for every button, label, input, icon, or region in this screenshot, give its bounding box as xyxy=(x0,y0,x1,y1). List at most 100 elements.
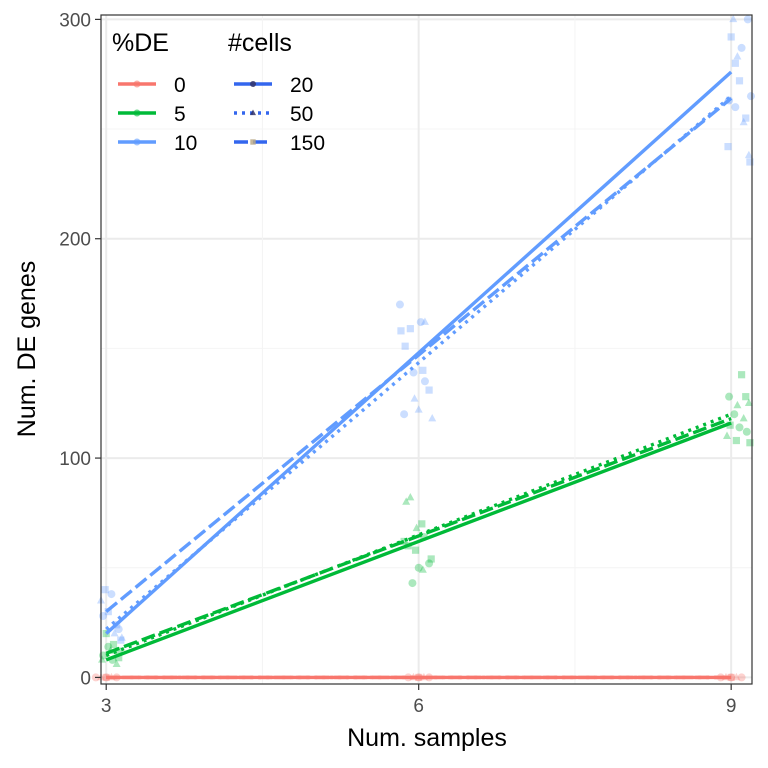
legend-cells-label: 20 xyxy=(290,74,313,97)
data-point xyxy=(737,673,746,682)
legend-de-key-point xyxy=(133,138,141,146)
legend-de-label: 10 xyxy=(174,132,197,155)
data-point xyxy=(746,158,754,166)
y-axis-title: Num. DE genes xyxy=(13,261,41,437)
y-tick-label: 100 xyxy=(59,449,91,470)
legend-de-key-point xyxy=(133,80,141,88)
data-point xyxy=(742,427,751,436)
data-point xyxy=(737,371,746,379)
fit-line xyxy=(105,421,732,662)
fit-lines xyxy=(105,70,733,680)
data-points xyxy=(91,14,755,682)
data-point xyxy=(743,15,752,24)
data-point xyxy=(418,520,426,528)
data-point xyxy=(732,436,740,445)
data-point xyxy=(114,625,123,634)
legend-cells-label: 150 xyxy=(290,132,325,155)
x-tick-label: 3 xyxy=(101,696,112,717)
data-point xyxy=(107,590,116,599)
data-point xyxy=(400,537,408,546)
data-point xyxy=(428,413,437,422)
data-point xyxy=(412,523,421,532)
data-point xyxy=(733,400,742,409)
data-point xyxy=(406,492,415,501)
data-point xyxy=(420,377,429,386)
data-point xyxy=(737,43,746,52)
legend-title-cells: #cells xyxy=(228,29,292,57)
data-point xyxy=(723,431,732,439)
legend-cells-label: 50 xyxy=(290,103,313,126)
data-point xyxy=(725,392,734,401)
grid xyxy=(101,15,752,684)
data-point xyxy=(731,103,740,112)
data-point xyxy=(416,318,425,327)
data-point xyxy=(98,655,107,663)
legend-de-key-point xyxy=(133,109,141,117)
y-tick-label: 0 xyxy=(80,668,91,689)
legend-de-items: 0 5 10 xyxy=(118,74,197,155)
data-point xyxy=(730,410,739,419)
data-point xyxy=(408,579,417,588)
data-point xyxy=(427,555,435,563)
data-point xyxy=(420,317,429,325)
data-point xyxy=(109,640,118,649)
data-point xyxy=(411,546,420,554)
data-point xyxy=(414,405,423,413)
fit-line xyxy=(105,417,732,655)
data-point xyxy=(104,642,113,651)
legend-de-label: 0 xyxy=(174,74,186,97)
legend: %DE #cells 0 5 10 20 50 150 xyxy=(112,29,325,155)
data-point xyxy=(739,413,748,422)
legend-de-label: 5 xyxy=(174,103,186,126)
fit-line xyxy=(105,97,733,613)
data-point xyxy=(744,398,753,407)
panel-background xyxy=(101,15,752,684)
x-tick-label: 9 xyxy=(726,696,737,717)
legend-cells-items: 20 50 150 xyxy=(234,74,325,155)
data-point xyxy=(742,114,750,122)
data-point xyxy=(739,117,748,126)
legend-cells-key-point xyxy=(250,109,256,116)
x-axis-title: Num. samples xyxy=(347,724,507,752)
data-point xyxy=(746,439,754,447)
data-point xyxy=(117,636,125,644)
data-point xyxy=(400,410,409,419)
data-point xyxy=(410,394,419,402)
y-tick-label: 300 xyxy=(59,10,91,31)
data-point xyxy=(425,559,434,568)
data-point xyxy=(732,672,741,681)
data-point xyxy=(414,563,423,572)
data-point xyxy=(101,586,109,594)
data-point xyxy=(406,325,414,333)
data-point xyxy=(735,77,744,85)
data-point xyxy=(727,33,735,41)
data-point xyxy=(742,393,750,401)
data-point xyxy=(401,342,409,350)
data-point xyxy=(418,565,427,573)
data-point xyxy=(425,386,433,394)
data-point xyxy=(397,327,405,335)
data-point xyxy=(724,143,732,151)
fit-line xyxy=(105,94,733,631)
data-point xyxy=(110,628,119,637)
legend-cells-key-point xyxy=(250,81,256,87)
data-point xyxy=(117,633,126,641)
legend-cells-key-point xyxy=(250,139,256,145)
data-point xyxy=(402,497,411,505)
data-point xyxy=(395,300,404,309)
data-point xyxy=(112,659,121,668)
data-point xyxy=(733,52,742,60)
data-point xyxy=(729,14,738,23)
data-point xyxy=(746,92,755,101)
data-point xyxy=(744,150,753,159)
y-tick-label: 200 xyxy=(59,230,91,251)
data-point xyxy=(735,423,744,432)
data-point xyxy=(115,654,123,662)
panel-border xyxy=(100,14,753,685)
data-point xyxy=(731,59,739,67)
data-point xyxy=(419,366,427,374)
x-tick-label: 6 xyxy=(413,696,424,717)
legend-title-de: %DE xyxy=(112,29,169,57)
